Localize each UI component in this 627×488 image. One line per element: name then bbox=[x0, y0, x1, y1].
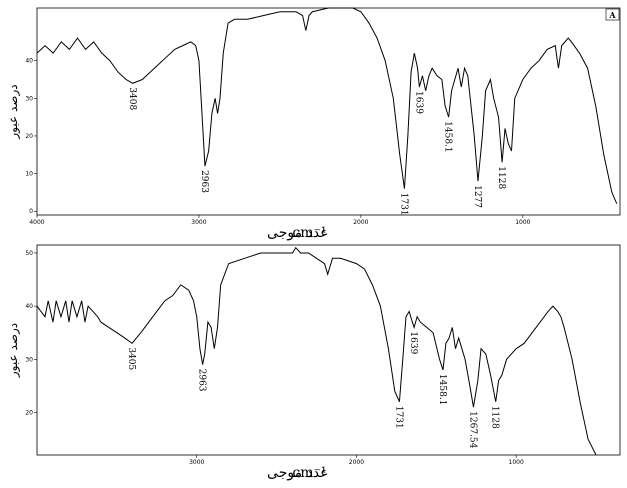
y-tick-label: 30 bbox=[25, 95, 33, 102]
peak-label: 2963 bbox=[197, 369, 207, 392]
x-tick-label: 3000 bbox=[189, 459, 204, 466]
y-tick-label: 20 bbox=[25, 409, 33, 416]
x-tick-label: 2000 bbox=[353, 219, 368, 226]
y-tick-label: 0 bbox=[29, 208, 33, 215]
y-tick-label: 30 bbox=[25, 356, 33, 363]
y-tick-label: 50 bbox=[25, 250, 33, 257]
x-tick-label: 4000 bbox=[29, 219, 44, 226]
panel-label: A bbox=[608, 10, 616, 20]
peak-label: 1128 bbox=[490, 406, 500, 429]
x-axis-unit: cm⁻¹ bbox=[292, 225, 326, 241]
plot-frame bbox=[36, 244, 621, 456]
x-tick-label: 1000 bbox=[515, 219, 530, 226]
x-axis-label: عدد موجی bbox=[267, 225, 328, 241]
y-axis-label: درصد عبور bbox=[6, 323, 20, 378]
x-axis-label: عدد موجی bbox=[267, 465, 328, 481]
peak-label: 2963 bbox=[199, 170, 209, 193]
x-tick-label: 2000 bbox=[349, 459, 364, 466]
peak-label: 1639 bbox=[408, 331, 418, 354]
plot-frame bbox=[36, 7, 621, 216]
peak-label: 1731 bbox=[398, 193, 408, 216]
y-tick-label: 10 bbox=[25, 171, 33, 178]
peak-label: 1277 bbox=[472, 185, 482, 208]
spectrum-line bbox=[36, 7, 618, 204]
y-tick-label: 40 bbox=[25, 303, 33, 310]
peak-label: 1267.54 bbox=[467, 411, 477, 448]
peak-label: 1731 bbox=[393, 406, 403, 429]
y-tick-label: 20 bbox=[25, 133, 33, 140]
peak-label: 3405 bbox=[126, 347, 136, 370]
panel-label-box bbox=[605, 8, 620, 21]
x-tick-label: 3000 bbox=[191, 219, 206, 226]
peak-label: 1458.1 bbox=[443, 121, 453, 152]
spectrum-line bbox=[36, 246, 597, 456]
peak-label: 3408 bbox=[127, 87, 137, 110]
peak-label: 1128 bbox=[496, 166, 506, 189]
peak-label: 1639 bbox=[413, 91, 423, 114]
x-axis-unit: cm⁻¹ bbox=[292, 465, 326, 481]
y-axis-label: درصد عبور bbox=[6, 84, 20, 139]
peak-label: 1458.1 bbox=[437, 374, 447, 406]
y-tick-label: 40 bbox=[25, 58, 33, 65]
x-tick-label: 1000 bbox=[509, 459, 524, 466]
